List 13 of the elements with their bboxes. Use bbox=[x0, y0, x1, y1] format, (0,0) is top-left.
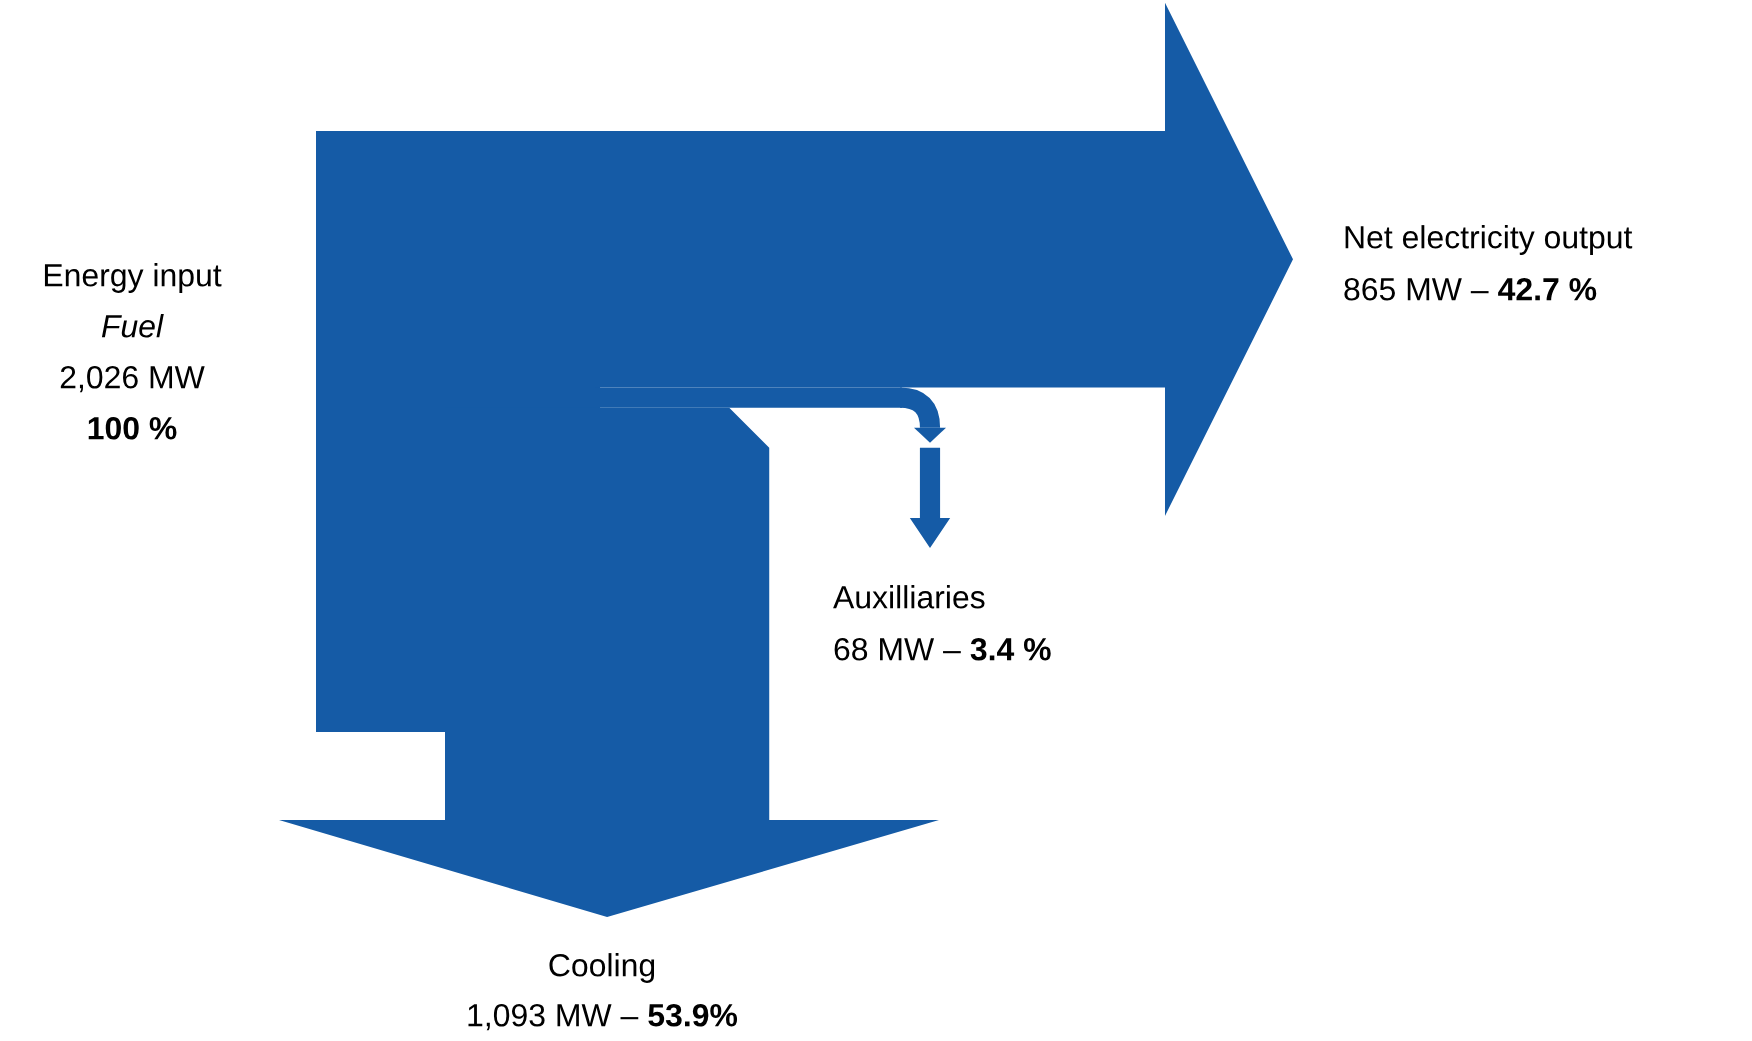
text: 3.4 % bbox=[970, 637, 1051, 661]
text: 42.7 % bbox=[1498, 277, 1597, 301]
data-label: 1,093 MW – bbox=[468, 1003, 639, 1031]
data-label: 865 MW – bbox=[1344, 277, 1489, 301]
data-label: 2,026 MW bbox=[60, 365, 205, 393]
text: 53.9% bbox=[648, 1003, 738, 1027]
text: Fuel bbox=[101, 314, 164, 338]
data-label: 68 MW – bbox=[834, 637, 961, 661]
category-label: Energy input bbox=[44, 263, 222, 293]
category-label: Cooling bbox=[549, 953, 655, 983]
text: 100 % bbox=[88, 416, 177, 440]
category-label: Auxilliaries bbox=[833, 585, 985, 609]
category-label: Net electricity output bbox=[1345, 225, 1633, 255]
